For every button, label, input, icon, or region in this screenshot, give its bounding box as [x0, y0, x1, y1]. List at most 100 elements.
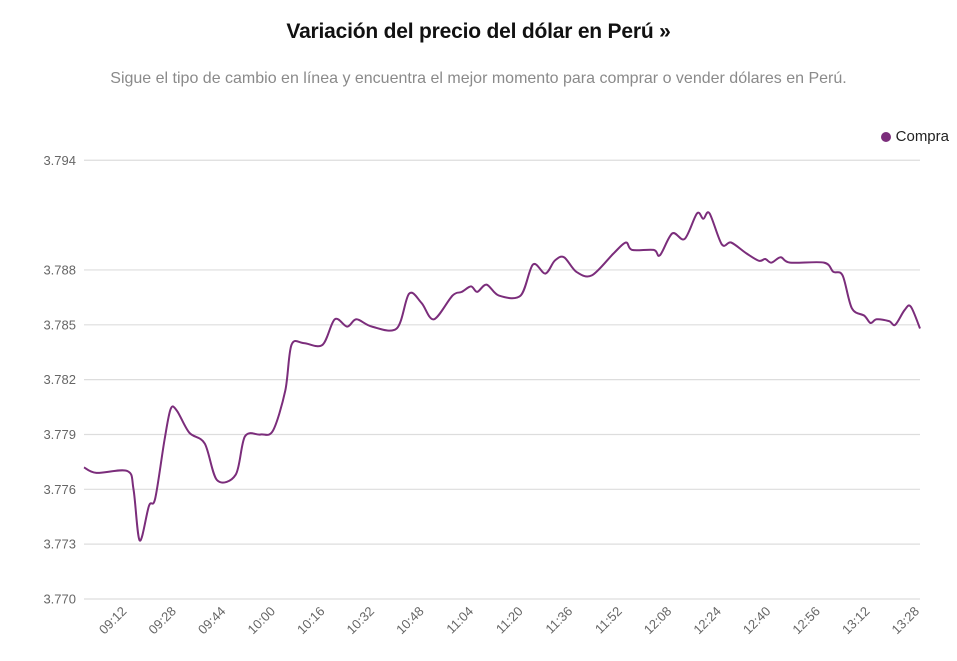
- x-tick-label: 09:44: [195, 604, 229, 638]
- data-point[interactable]: [561, 254, 567, 260]
- gridlines: [84, 159, 920, 600]
- legend-item-compra[interactable]: Compra: [880, 128, 949, 145]
- data-point[interactable]: [174, 408, 180, 414]
- data-point[interactable]: [787, 260, 793, 266]
- y-tick-label: 3.773: [43, 537, 76, 552]
- x-tick-label: 10:00: [244, 604, 278, 638]
- data-point[interactable]: [152, 495, 158, 501]
- x-tick-label: 11:20: [493, 604, 526, 637]
- data-point[interactable]: [700, 216, 706, 222]
- data-point[interactable]: [830, 269, 836, 275]
- data-point[interactable]: [886, 318, 892, 324]
- data-point[interactable]: [270, 428, 276, 434]
- data-point[interactable]: [610, 251, 616, 257]
- data-point[interactable]: [484, 282, 490, 288]
- data-point[interactable]: [202, 441, 208, 447]
- data-point[interactable]: [861, 313, 867, 319]
- data-point[interactable]: [353, 316, 359, 322]
- data-point[interactable]: [257, 431, 263, 437]
- y-tick-label: 3.776: [43, 482, 76, 497]
- data-point[interactable]: [623, 240, 629, 246]
- data-point[interactable]: [162, 437, 168, 443]
- chart-title[interactable]: Variación del precio del dólar en Perú »: [286, 20, 671, 43]
- data-point[interactable]: [93, 470, 99, 476]
- x-tick-label: 12:08: [641, 604, 675, 638]
- data-point[interactable]: [242, 433, 248, 439]
- x-tick-label: 12:40: [740, 604, 774, 638]
- data-point[interactable]: [778, 254, 784, 260]
- x-tick-label: 13:28: [889, 604, 923, 638]
- data-point[interactable]: [719, 241, 725, 247]
- series-line-compra: [83, 211, 921, 542]
- data-point[interactable]: [186, 430, 192, 436]
- data-point[interactable]: [319, 342, 325, 348]
- data-point[interactable]: [874, 316, 880, 322]
- data-point[interactable]: [589, 272, 595, 278]
- data-point[interactable]: [682, 236, 688, 242]
- data-point[interactable]: [124, 468, 130, 474]
- data-point[interactable]: [301, 340, 307, 346]
- data-point[interactable]: [288, 342, 294, 348]
- data-point[interactable]: [552, 258, 558, 264]
- data-points: [81, 210, 923, 543]
- data-point[interactable]: [768, 260, 774, 266]
- data-point[interactable]: [657, 252, 663, 258]
- data-point[interactable]: [651, 247, 657, 253]
- data-point[interactable]: [474, 289, 480, 295]
- data-point[interactable]: [867, 320, 873, 326]
- data-point[interactable]: [744, 251, 750, 257]
- data-point[interactable]: [418, 300, 424, 306]
- data-point[interactable]: [669, 230, 675, 236]
- data-point[interactable]: [332, 316, 338, 322]
- data-point[interactable]: [81, 464, 87, 470]
- y-tick-label: 3.794: [43, 153, 76, 168]
- data-point[interactable]: [131, 486, 137, 492]
- data-point[interactable]: [573, 269, 579, 275]
- data-point[interactable]: [908, 304, 914, 310]
- data-point[interactable]: [394, 325, 400, 331]
- x-tick-label: 10:48: [393, 604, 427, 638]
- data-point[interactable]: [518, 293, 524, 299]
- x-tick-label: 12:56: [789, 604, 823, 638]
- data-point[interactable]: [530, 261, 536, 267]
- y-tick-label: 3.770: [43, 592, 76, 607]
- data-point[interactable]: [917, 325, 923, 331]
- chart-subtitle: Sigue el tipo de cambio en línea y encue…: [110, 70, 847, 87]
- data-point[interactable]: [168, 406, 174, 412]
- y-tick-label: 3.779: [43, 427, 76, 442]
- data-point[interactable]: [892, 322, 898, 328]
- data-point[interactable]: [344, 324, 350, 330]
- data-point[interactable]: [542, 271, 548, 277]
- data-point[interactable]: [137, 538, 143, 544]
- data-point[interactable]: [706, 210, 712, 216]
- data-point[interactable]: [694, 210, 700, 216]
- data-point[interactable]: [214, 477, 220, 483]
- data-point[interactable]: [849, 305, 855, 311]
- data-point[interactable]: [902, 307, 908, 313]
- data-point[interactable]: [431, 316, 437, 322]
- data-point[interactable]: [821, 260, 827, 266]
- data-point[interactable]: [449, 293, 455, 299]
- data-point[interactable]: [840, 272, 846, 278]
- x-tick-label: 11:36: [542, 604, 575, 637]
- y-axis-ticks: 3.770 3.773 3.776 3.779 3.782 3.785 3.788 3.794: [43, 153, 76, 607]
- legend-label: Compra: [895, 128, 949, 145]
- data-point[interactable]: [282, 388, 288, 394]
- data-point[interactable]: [756, 258, 762, 264]
- y-tick-label: 3.782: [43, 372, 76, 387]
- data-point[interactable]: [468, 283, 474, 289]
- data-point[interactable]: [459, 289, 465, 295]
- x-tick-label: 13:12: [839, 604, 873, 638]
- data-point[interactable]: [406, 291, 412, 297]
- data-point[interactable]: [629, 247, 635, 253]
- data-point[interactable]: [146, 503, 152, 509]
- y-tick-label: 3.788: [43, 262, 76, 277]
- x-tick-label: 10:32: [344, 604, 378, 638]
- x-tick-label: 11:52: [592, 604, 625, 637]
- data-point[interactable]: [233, 472, 239, 478]
- data-point[interactable]: [728, 240, 734, 246]
- data-point[interactable]: [369, 324, 375, 330]
- data-point[interactable]: [496, 293, 502, 299]
- data-point[interactable]: [762, 256, 768, 262]
